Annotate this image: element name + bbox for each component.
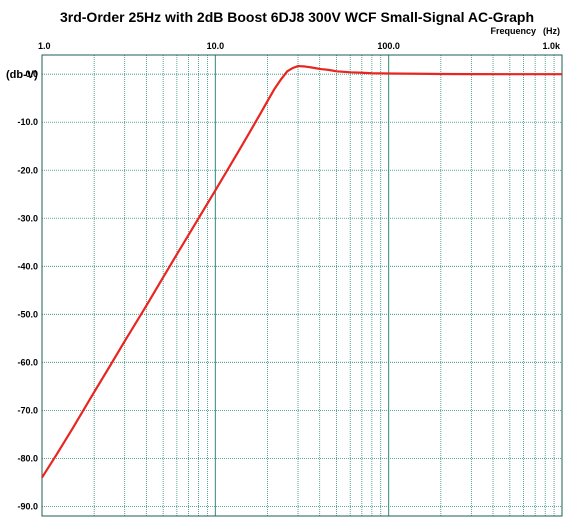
x-tick-label: 10.0 — [207, 41, 225, 51]
y-tick-label: -60.0 — [17, 357, 38, 367]
y-tick-label: -70.0 — [17, 405, 38, 415]
series-line — [41, 64, 562, 479]
x-tick-label: 100.0 — [377, 41, 400, 51]
grid — [42, 55, 562, 516]
y-tick-label: 0.0 — [25, 69, 38, 79]
y-tick-label: -30.0 — [17, 213, 38, 223]
x-tick-label: 1.0 — [38, 41, 51, 51]
chart-title: 3rd-Order 25Hz with 2dB Boost 6DJ8 300V … — [60, 9, 534, 25]
plot-frame — [41, 54, 563, 517]
y-axis-label: (db-V) — [6, 69, 38, 81]
y-tick-label: -20.0 — [17, 165, 38, 175]
y-tick-label: -80.0 — [17, 453, 38, 463]
x-tick-label: 1.0k — [542, 41, 561, 51]
y-tick-label: -40.0 — [17, 261, 38, 271]
x-tick-labels: 1.0 10.0 100.0 1.0k — [38, 41, 561, 51]
y-tick-label: -10.0 — [17, 117, 38, 127]
y-tick-label: -90.0 — [17, 501, 38, 511]
x-axis-unit: (Hz) — [543, 26, 560, 36]
y-tick-label: -50.0 — [17, 309, 38, 319]
y-tick-labels: 0.0 -10.0 -20.0 -30.0 -40.0 -50.0 -60.0 -70.0 -8… — [17, 69, 38, 511]
x-axis-label: Frequency — [490, 26, 536, 36]
